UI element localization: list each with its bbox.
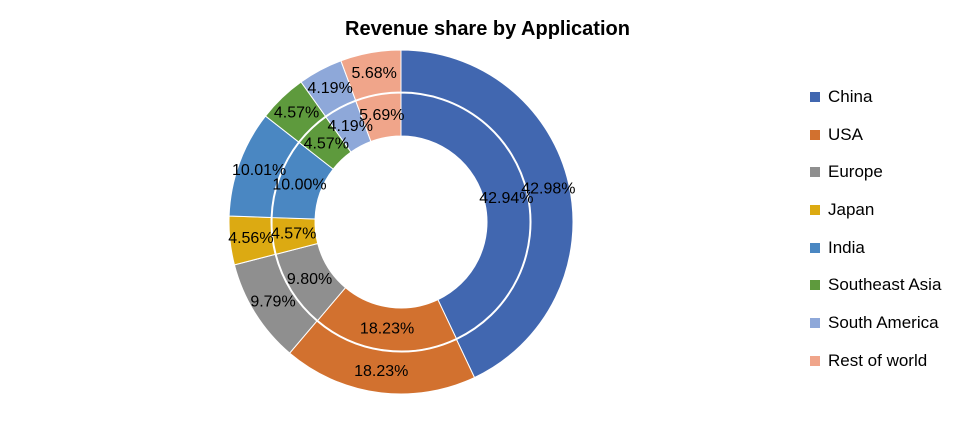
legend-label: Japan <box>828 199 875 219</box>
legend-item-europe: Europe <box>810 153 941 191</box>
outer-label-rest-of-world: 5.68% <box>352 65 397 82</box>
legend-swatch <box>810 167 820 178</box>
inner-label-usa: 18.23% <box>360 321 414 338</box>
outer-label-india: 10.01% <box>232 162 286 179</box>
legend-item-southeast-asia: Southeast Asia <box>810 266 941 304</box>
legend-item-usa: USA <box>810 116 941 154</box>
legend-label: South America <box>828 312 939 332</box>
legend-swatch <box>810 91 820 102</box>
legend-label: Europe <box>828 162 883 182</box>
legend-item-japan: Japan <box>810 191 941 229</box>
legend-item-south-america: South America <box>810 304 941 342</box>
legend-label: USA <box>828 124 863 144</box>
inner-label-japan: 4.57% <box>271 225 316 242</box>
outer-slice-rest-of-world <box>340 49 402 101</box>
inner-label-india: 10.00% <box>272 177 326 194</box>
data-labels: 42.98%18.23%9.79%4.56%10.01%4.57%4.19%5.… <box>228 65 575 380</box>
outer-label-usa: 18.23% <box>354 363 408 380</box>
legend-item-china: China <box>810 78 941 116</box>
legend-swatch <box>810 280 820 291</box>
inner-slice-china <box>400 92 531 340</box>
inner-label-south-america: 4.19% <box>328 118 373 135</box>
inner-label-china: 42.94% <box>479 190 533 207</box>
outer-label-southeast-asia: 4.57% <box>274 104 319 121</box>
inner-label-rest-of-world: 5.69% <box>359 107 404 124</box>
legend-label: Southeast Asia <box>828 275 942 295</box>
inner-slice-rest-of-world <box>355 92 402 143</box>
outer-ring <box>228 49 574 395</box>
outer-label-china: 42.98% <box>521 180 575 197</box>
legend-label: China <box>828 86 873 106</box>
chart-title: Revenue share by Application <box>345 18 630 40</box>
legend-swatch <box>810 204 820 215</box>
legend-item-rest-of-world: Rest of world <box>810 342 941 380</box>
inner-label-southeast-asia: 4.57% <box>304 136 349 153</box>
legend-swatch <box>810 129 820 140</box>
inner-ring <box>271 92 531 352</box>
legend-swatch <box>810 355 820 366</box>
legend-item-india: India <box>810 229 941 267</box>
legend-label: India <box>828 237 865 257</box>
outer-label-south-america: 4.19% <box>307 80 352 97</box>
inner-label-europe: 9.80% <box>287 271 332 288</box>
legend-label: Rest of world <box>828 350 928 370</box>
outer-label-europe: 9.79% <box>250 294 295 311</box>
legend-swatch <box>810 242 820 253</box>
legend-swatch <box>810 317 820 328</box>
outer-slice-china <box>400 49 574 379</box>
outer-label-japan: 4.56% <box>228 230 273 247</box>
legend: China USA Europe Japan India Southeast Asia So… <box>810 78 941 380</box>
